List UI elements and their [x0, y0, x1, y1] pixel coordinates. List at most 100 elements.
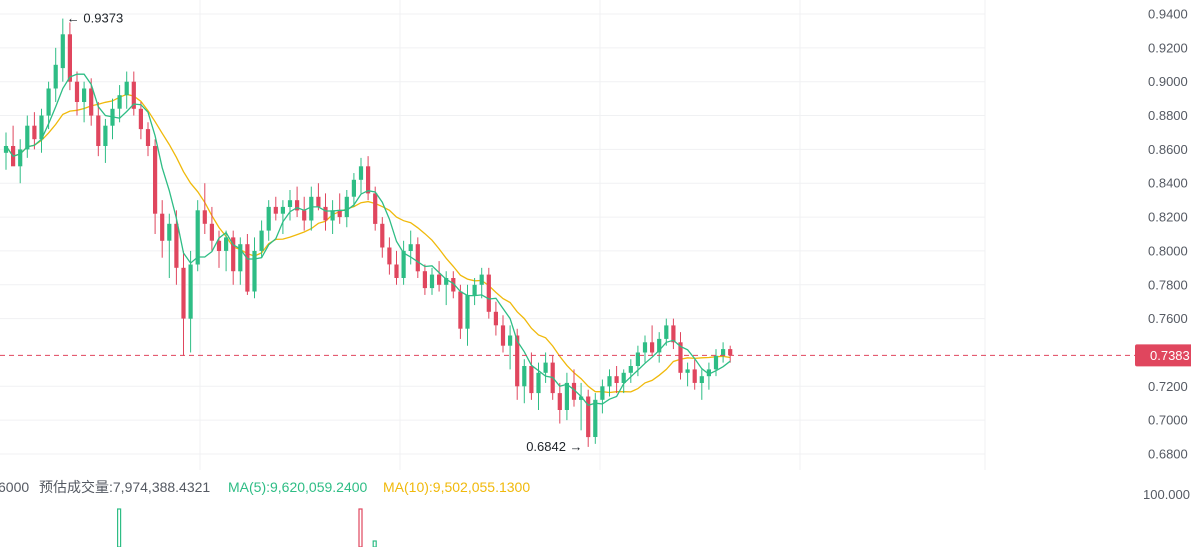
candle-body [302, 210, 307, 221]
candle [110, 98, 115, 140]
candle [153, 139, 158, 234]
candle-body [529, 366, 534, 394]
candle-body [607, 376, 612, 387]
candle [202, 183, 207, 234]
candle [607, 369, 612, 397]
candle [238, 237, 243, 285]
candle [302, 196, 307, 231]
candle [60, 18, 65, 82]
candle-body [89, 88, 94, 116]
candle [692, 359, 697, 390]
candle [408, 230, 413, 265]
candle-body [188, 264, 193, 319]
candle [330, 200, 335, 234]
candle-body [224, 237, 229, 251]
candle [224, 230, 229, 272]
candle [671, 318, 676, 350]
candle-body [706, 369, 711, 377]
volume-estimate-label: 预估成交量:7,974,388.4321 [39, 479, 210, 495]
price-axis: 0.9400 0.9200 0.9000 0.8800 0.8600 0.8400 0.82… [1148, 7, 1188, 462]
candle-body [664, 325, 669, 339]
volume-bar [372, 540, 377, 547]
candle [557, 382, 562, 424]
candle [209, 206, 214, 251]
candle [678, 332, 683, 380]
volume-info-bar: 6000 预估成交量:7,974,388.4321 MA(5):9,620,05… [0, 479, 1190, 502]
candle-body [209, 223, 214, 241]
candle-body [174, 223, 179, 268]
candle [316, 183, 321, 211]
candle [96, 102, 101, 157]
volume-axis-label: 100.000 [1143, 487, 1190, 502]
price-tick-label: 0.8600 [1148, 142, 1188, 157]
candle [358, 157, 364, 194]
candle [167, 213, 172, 278]
price-tick-label: 0.7200 [1148, 379, 1188, 394]
candle-body [46, 88, 51, 116]
candle [32, 112, 37, 150]
candle-body [465, 294, 470, 329]
candle-body [351, 179, 356, 197]
candle [593, 393, 598, 444]
candle [635, 345, 640, 377]
candle [252, 237, 257, 299]
candle [188, 250, 193, 353]
candle-body [216, 240, 222, 251]
candle [309, 186, 314, 231]
candle [685, 362, 690, 387]
candle [479, 267, 484, 299]
candle-body [145, 129, 151, 146]
low-price-annotation: 0.6842 → [526, 439, 582, 454]
candle-body [621, 372, 626, 383]
candle-body [82, 88, 87, 102]
candle [522, 359, 527, 404]
candle [323, 193, 328, 231]
candle-body [479, 274, 484, 285]
candle-body [628, 366, 633, 373]
candle-body [493, 311, 498, 326]
candle [429, 267, 435, 295]
candle [387, 237, 392, 275]
candle [415, 237, 420, 278]
price-tick-label: 0.8000 [1148, 243, 1188, 258]
candle-body [238, 244, 243, 272]
candle [287, 190, 293, 221]
candle-body [387, 247, 392, 265]
candle [529, 352, 534, 400]
candle-body [429, 274, 435, 289]
volume-cut-label: 6000 [0, 479, 29, 495]
candle [25, 115, 30, 158]
candle [259, 220, 264, 258]
chart-grid [0, 0, 986, 470]
candle-body [408, 244, 413, 251]
candle-body [635, 352, 640, 366]
candle-body [451, 278, 456, 292]
price-tick-label: 0.6800 [1148, 447, 1188, 462]
price-tick-label: 0.9400 [1148, 7, 1188, 22]
candle [11, 125, 16, 167]
candle-body [245, 244, 250, 292]
candle-body [685, 369, 690, 373]
candle [706, 362, 711, 390]
candle [642, 335, 648, 363]
ma5-path [5, 73, 731, 407]
candle [444, 271, 449, 306]
candle [124, 71, 129, 109]
candle [380, 217, 385, 258]
candle-body [593, 399, 598, 437]
candle-body [401, 250, 406, 278]
candle-body [557, 393, 562, 410]
candle [713, 349, 719, 377]
volume-ma5-label: MA(5):9,620,059.2400 [228, 479, 368, 495]
candle [500, 315, 506, 353]
candle-body [117, 95, 122, 109]
candle [628, 359, 633, 383]
candle [46, 81, 51, 130]
candle [579, 382, 584, 431]
candle [273, 196, 278, 221]
candle-body [650, 342, 655, 353]
candle [600, 379, 605, 414]
candle-body [394, 264, 399, 278]
volume-bars [116, 508, 377, 547]
